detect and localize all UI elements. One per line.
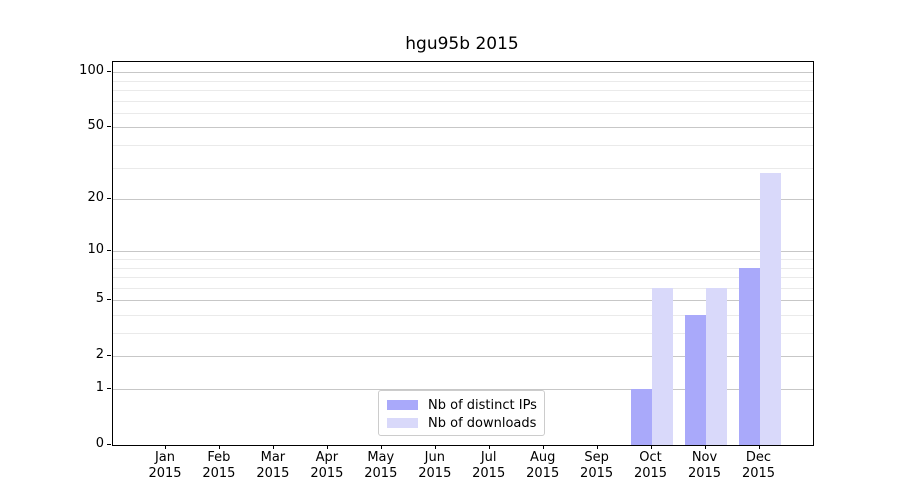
y-tick <box>107 355 111 357</box>
x-tick-label-month: Jun <box>424 450 445 465</box>
x-tick-label: Sep 2015 <box>565 450 629 482</box>
x-tick <box>380 445 382 449</box>
legend-item-distinct-ips: Nb of distinct IPs <box>379 396 544 414</box>
x-tick-label-month: May <box>367 450 395 465</box>
x-tick-label: Apr 2015 <box>295 450 359 482</box>
x-tick <box>326 445 328 449</box>
x-tick <box>758 445 760 449</box>
x-tick-label-year: 2015 <box>741 466 776 481</box>
y-tick-label: 5 <box>95 291 104 307</box>
x-tick-label-year: 2015 <box>202 466 236 481</box>
y-tick <box>107 444 111 445</box>
legend-swatch-downloads <box>387 418 418 428</box>
y-tick <box>107 299 111 301</box>
x-tick-label: Aug 2015 <box>511 450 575 482</box>
y-tick-label: 10 <box>87 242 104 258</box>
bar-downloads <box>651 287 673 445</box>
x-tick <box>165 445 166 449</box>
y-tick <box>107 126 111 128</box>
x-tick-label-year: 2015 <box>310 466 344 481</box>
x-tick-label-year: 2015 <box>526 466 560 481</box>
y-tick-label: 50 <box>87 118 104 134</box>
x-tick-label-year: 2015 <box>687 466 722 481</box>
x-tick-label-month: Jan <box>154 450 176 465</box>
x-tick-label: Nov 2015 <box>673 450 737 482</box>
gridline-major <box>113 389 813 390</box>
x-tick-label-year: 2015 <box>148 466 182 481</box>
x-tick <box>542 445 544 449</box>
gridline-minor <box>113 259 813 260</box>
x-tick-label: Oct 2015 <box>619 450 683 482</box>
y-tick-label: 100 <box>79 63 104 79</box>
x-tick-label-month: Mar <box>260 450 286 465</box>
x-tick-label-month: Apr <box>315 450 339 465</box>
y-tick <box>107 388 111 389</box>
x-tick-label: Jul 2015 <box>457 450 521 482</box>
y-tick <box>107 250 111 252</box>
gridline-major <box>113 300 813 302</box>
plot-area <box>112 61 814 446</box>
x-tick-label-month: Feb <box>207 450 231 465</box>
legend-item-downloads: Nb of downloads <box>379 414 544 432</box>
x-tick-label-year: 2015 <box>364 466 398 481</box>
x-tick-label-year: 2015 <box>472 466 506 481</box>
gridline-minor <box>113 315 813 316</box>
x-tick <box>272 445 274 449</box>
x-tick <box>488 445 490 449</box>
gridline-major <box>113 72 813 74</box>
x-tick-label: Mar 2015 <box>241 450 305 482</box>
gridline-minor <box>113 267 813 269</box>
bar-distinct-ips <box>738 267 760 445</box>
x-tick <box>704 445 706 449</box>
x-tick-label-year: 2015 <box>256 466 290 481</box>
y-tick <box>107 198 111 200</box>
bar-downloads <box>759 173 781 445</box>
legend-label-downloads: Nb of downloads <box>428 415 537 431</box>
x-tick-label-month: Nov <box>691 450 718 465</box>
x-tick <box>434 445 436 449</box>
y-tick-label: 2 <box>95 347 104 363</box>
x-tick <box>650 445 652 449</box>
bar-distinct-ips <box>684 315 706 445</box>
gridline-minor <box>113 90 813 91</box>
gridline-minor <box>113 277 813 278</box>
gridline-minor <box>113 287 813 289</box>
x-tick <box>218 445 220 449</box>
bar-distinct-ips <box>630 389 652 445</box>
legend-swatch-distinct-ips <box>387 400 418 410</box>
y-tick-label: 1 <box>95 380 104 395</box>
x-tick-label: Jun 2015 <box>403 450 467 482</box>
gridline-minor <box>113 112 813 114</box>
gridline-major <box>113 199 813 201</box>
legend-label-distinct-ips: Nb of distinct IPs <box>428 397 537 413</box>
x-tick-label-month: Oct <box>639 450 662 465</box>
y-tick-label: 20 <box>87 190 104 206</box>
x-tick-label: Dec 2015 <box>727 450 791 482</box>
x-tick-label-month: Aug <box>529 450 556 465</box>
gridline-minor <box>113 100 813 102</box>
gridline-major <box>113 356 813 358</box>
gridline-minor <box>113 333 813 334</box>
x-tick-label-year: 2015 <box>418 466 452 481</box>
y-tick <box>107 71 111 73</box>
bar-downloads <box>705 287 727 445</box>
x-tick-label: Feb 2015 <box>187 450 251 482</box>
x-tick-label-year: 2015 <box>580 466 614 481</box>
x-tick-label-year: 2015 <box>633 466 668 481</box>
gridline-minor <box>113 145 813 146</box>
y-tick-label: 0 <box>95 436 104 451</box>
gridline-major <box>113 127 813 129</box>
x-tick-label: Jan 2015 <box>133 450 197 482</box>
gridline-minor <box>113 80 813 82</box>
x-tick-label-month: Jul <box>480 450 497 465</box>
chart-title: hgu95b 2015 <box>405 34 519 54</box>
x-tick-label-month: Sep <box>584 450 609 465</box>
legend: Nb of distinct IPs Nb of downloads <box>378 390 545 436</box>
gridline-minor <box>113 167 813 169</box>
gridline-major <box>113 251 813 253</box>
x-tick <box>596 445 598 449</box>
x-tick-label-month: Dec <box>745 450 772 465</box>
x-tick-label: May 2015 <box>349 450 413 482</box>
